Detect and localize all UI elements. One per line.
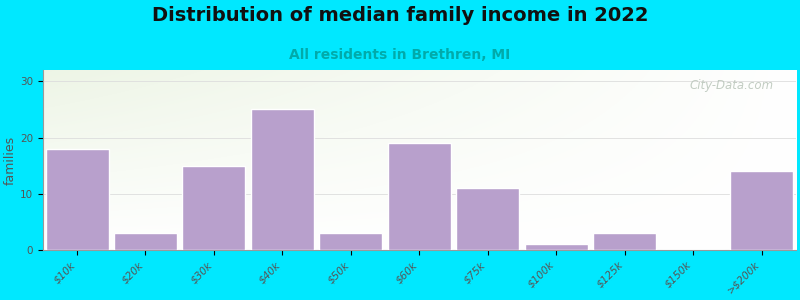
Text: All residents in Brethren, MI: All residents in Brethren, MI bbox=[290, 48, 510, 62]
Bar bbox=[730, 171, 793, 250]
Bar bbox=[456, 188, 519, 250]
Bar bbox=[114, 233, 177, 250]
Bar bbox=[46, 149, 109, 250]
Bar bbox=[182, 166, 246, 250]
Bar bbox=[251, 110, 314, 250]
Y-axis label: families: families bbox=[4, 136, 17, 184]
Text: City-Data.com: City-Data.com bbox=[689, 79, 774, 92]
Bar bbox=[525, 244, 588, 250]
Bar bbox=[388, 143, 451, 250]
Bar bbox=[593, 233, 656, 250]
Text: Distribution of median family income in 2022: Distribution of median family income in … bbox=[152, 6, 648, 25]
Bar bbox=[319, 233, 382, 250]
